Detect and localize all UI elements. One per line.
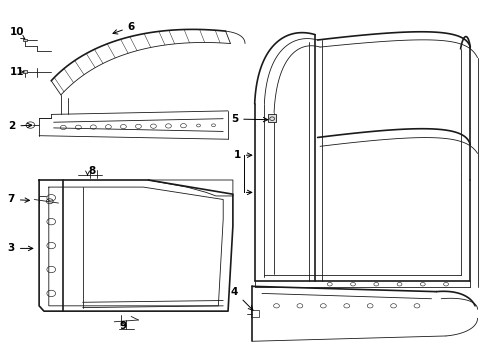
Text: 9: 9	[120, 321, 126, 331]
Text: 6: 6	[113, 22, 135, 34]
Text: 10: 10	[10, 27, 24, 37]
Text: 5: 5	[231, 114, 268, 124]
FancyBboxPatch shape	[23, 71, 26, 73]
Text: 3: 3	[8, 243, 33, 253]
Text: 8: 8	[89, 166, 96, 176]
Text: 4: 4	[231, 287, 253, 310]
Text: 2: 2	[8, 121, 32, 131]
FancyBboxPatch shape	[268, 114, 276, 122]
FancyBboxPatch shape	[23, 39, 26, 41]
Text: 1: 1	[234, 150, 241, 160]
Text: 7: 7	[7, 194, 29, 204]
Text: 11: 11	[10, 67, 24, 77]
